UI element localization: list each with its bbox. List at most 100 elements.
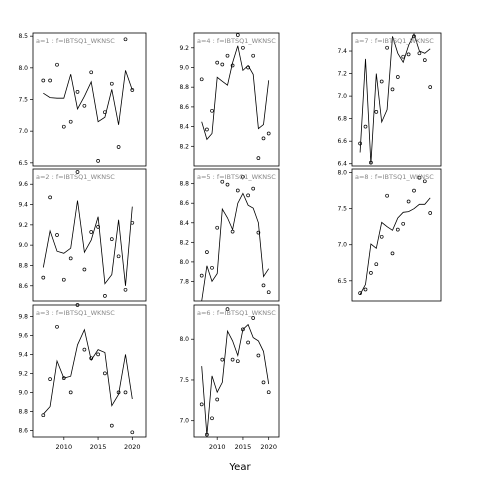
data-point <box>55 324 59 329</box>
data-point <box>123 287 128 292</box>
y-tick-label: 8.6 <box>179 200 189 207</box>
data-point <box>103 371 107 376</box>
data-point <box>225 182 230 187</box>
data-point <box>261 380 266 385</box>
y-tick-label: 9.4 <box>18 202 28 209</box>
y-tick-label: 7.5 <box>18 97 28 104</box>
panel-frame <box>193 32 280 167</box>
y-tick-label: 7.0 <box>337 93 347 100</box>
panel: a=3 : f=IBTSQ1_WKNSC 8.6 8.8 9.0 9.2 9.4 9.6 9.… <box>18 303 147 451</box>
y-tick-label: 7.8 <box>179 278 189 285</box>
data-point <box>251 316 256 320</box>
panel-frame <box>32 168 147 302</box>
data-point <box>256 156 261 160</box>
y-tick-label: 8.6 <box>18 427 28 434</box>
data-point <box>406 52 411 57</box>
data-point <box>199 402 204 407</box>
panel-frame <box>193 168 280 302</box>
data-point <box>116 390 121 395</box>
data-point <box>96 159 100 163</box>
y-tick-label: 9.0 <box>179 64 189 71</box>
y-tick-label: 8.0 <box>18 65 28 72</box>
data-point <box>61 376 66 380</box>
y-tick-label: 9.8 <box>18 313 28 320</box>
data-point <box>205 127 209 132</box>
data-point <box>358 141 362 146</box>
data-point <box>75 170 80 174</box>
data-point <box>220 357 225 362</box>
y-tick-label: 7.5 <box>179 377 189 384</box>
y-tick-label: 8.5 <box>18 33 28 40</box>
data-point <box>422 179 427 184</box>
data-point <box>215 225 220 230</box>
data-point <box>266 290 271 295</box>
data-point <box>205 432 209 437</box>
y-tick-label: 8.0 <box>179 259 189 266</box>
y-tick-label: 7.0 <box>18 128 28 135</box>
data-point <box>225 53 230 58</box>
data-point <box>374 110 379 114</box>
data-point <box>103 294 107 298</box>
y-tick-label: 7.0 <box>179 418 189 425</box>
series-line <box>201 192 270 302</box>
series-line <box>359 197 431 295</box>
panel: a=5 : f=IBTSQ1_WKNSC 7.8 8.0 8.2 8.4 8.6 8.8 <box>179 168 280 302</box>
data-point <box>210 416 214 421</box>
x-axis-label: Year <box>228 462 251 473</box>
data-point <box>412 188 416 193</box>
data-point <box>215 397 220 402</box>
data-point <box>116 145 121 149</box>
series-line <box>201 45 270 141</box>
data-point <box>225 307 230 311</box>
data-point <box>109 81 114 86</box>
data-point <box>82 103 87 108</box>
data-point <box>401 54 406 59</box>
x-tick-label: 2010 <box>56 443 73 451</box>
data-point <box>401 221 406 226</box>
y-tick-label: 8.2 <box>179 143 189 150</box>
data-point <box>230 357 235 362</box>
data-point <box>363 287 368 292</box>
data-point <box>109 237 114 241</box>
data-point <box>205 250 209 254</box>
y-tick-label: 8.8 <box>179 84 189 91</box>
data-point <box>251 186 256 191</box>
panel-frame <box>351 168 442 302</box>
y-tick-label: 6.5 <box>337 278 347 285</box>
data-point <box>130 220 135 225</box>
data-point <box>55 62 59 67</box>
y-tick-label: 7.0 <box>337 242 347 249</box>
data-point <box>199 77 204 82</box>
y-tick-label: 9.6 <box>18 181 28 188</box>
panel-title: a=5 : f=IBTSQ1_WKNSC <box>197 173 276 181</box>
data-point <box>89 230 94 234</box>
data-point <box>246 193 250 198</box>
data-point <box>246 65 250 70</box>
data-point <box>130 88 135 92</box>
data-point <box>241 45 245 50</box>
data-point <box>256 353 261 358</box>
data-point <box>385 193 389 198</box>
x-tick-label: 2015 <box>90 443 107 451</box>
y-tick-label: 6.6 <box>337 138 347 145</box>
data-point <box>41 78 46 83</box>
data-point <box>406 199 411 204</box>
data-point <box>48 78 52 83</box>
data-point <box>68 119 73 124</box>
data-point <box>123 390 128 395</box>
series-line <box>201 323 270 436</box>
panel-title: a=3 : f=IBTSQ1_WKNSC <box>36 309 115 317</box>
data-point <box>379 79 384 84</box>
series-line <box>42 200 133 286</box>
data-point <box>89 356 94 361</box>
y-tick-label: 9.2 <box>18 370 28 377</box>
x-tick-label: 2010 <box>209 443 226 451</box>
data-point <box>75 90 80 94</box>
data-point <box>235 33 240 37</box>
panel-frame <box>32 32 147 167</box>
data-point <box>230 63 235 68</box>
y-tick-label: 8.6 <box>18 283 28 290</box>
data-point <box>96 352 100 357</box>
y-tick-label: 7.5 <box>337 206 347 213</box>
